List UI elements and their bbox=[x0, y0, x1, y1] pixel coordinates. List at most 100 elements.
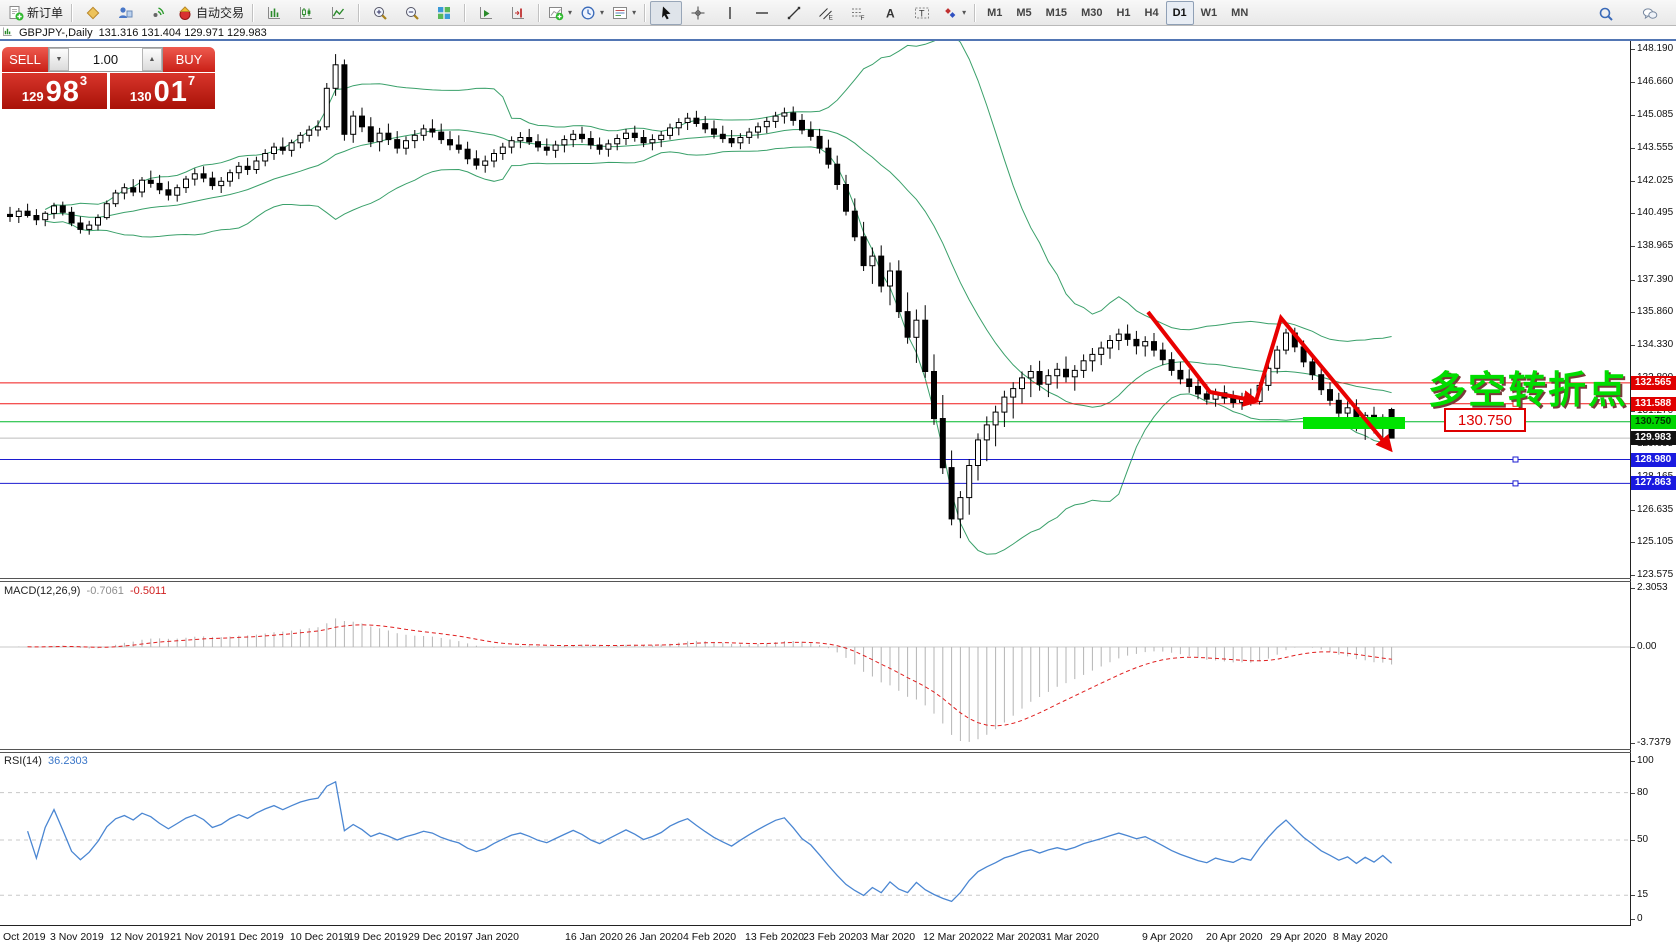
auto-scroll-button[interactable] bbox=[470, 1, 502, 25]
cursor-icon bbox=[662, 6, 671, 19]
chart-shift-icon bbox=[512, 6, 525, 19]
date-tick-label: 12 Nov 2019 bbox=[110, 931, 170, 943]
chevron-down-icon: ▾ bbox=[962, 8, 967, 17]
bollinger-bands bbox=[44, 41, 1392, 555]
tick-mark bbox=[1631, 895, 1635, 896]
tick-mark bbox=[1631, 647, 1635, 648]
red-zigzag-arrow-1[interactable] bbox=[1146, 310, 1261, 407]
price-axis[interactable]: 148.190 146.660 145.085 143.555 142.025 140.4… bbox=[1631, 41, 1676, 925]
date-axis[interactable]: Oct 2019 3 Nov 2019 12 Nov 2019 21 Nov 2019… bbox=[0, 925, 1631, 947]
line-chart-button[interactable] bbox=[322, 1, 354, 25]
red-zigzag-arrow-2[interactable] bbox=[1254, 313, 1393, 453]
timeframe-m5-button[interactable]: M5 bbox=[1016, 6, 1032, 19]
vertical-line-button[interactable] bbox=[714, 1, 746, 25]
date-tick-label: 10 Dec 2019 bbox=[290, 931, 350, 943]
profile-button[interactable] bbox=[77, 1, 109, 25]
macd-panel bbox=[0, 618, 1630, 742]
level-price-badge: 127.863 bbox=[1631, 476, 1676, 490]
new-order-button[interactable]: 新订单 bbox=[4, 1, 67, 25]
bar-chart-button[interactable] bbox=[258, 1, 290, 25]
main-toolbar: 新订单 自动交易 ▾ ▾ ▾ E F A T ▾ M1 M5 M15 M30 H1 H4 D1 W1 MN bbox=[0, 0, 1676, 26]
crosshair-button[interactable] bbox=[682, 1, 714, 25]
svg-text:T: T bbox=[919, 8, 925, 18]
auto-trading-button[interactable]: 自动交易 bbox=[173, 1, 248, 25]
price-tick-label: 123.575 bbox=[1637, 569, 1674, 580]
tick-mark bbox=[1631, 793, 1635, 794]
crosshair-icon bbox=[691, 6, 705, 19]
arrows-button[interactable]: ▾ bbox=[938, 1, 970, 25]
zoom-out-button[interactable] bbox=[396, 1, 428, 25]
price-tick-label: 100 bbox=[1637, 755, 1654, 766]
timeframe-m30-button[interactable]: M30 bbox=[1081, 6, 1103, 19]
chart-title-bar: GBPJPY-,Daily 131.316 131.404 129.971 12… bbox=[0, 27, 1676, 41]
zoom-in-button[interactable] bbox=[364, 1, 396, 25]
timeframe-m1-button[interactable]: M1 bbox=[987, 6, 1003, 19]
text-label-button[interactable]: T bbox=[906, 1, 938, 25]
bar-chart-icon bbox=[268, 6, 281, 19]
tick-mark bbox=[1631, 115, 1635, 116]
candlestick-chart-icon bbox=[300, 6, 313, 19]
chart-window-icon bbox=[2, 24, 13, 42]
chart-shift-button[interactable] bbox=[502, 1, 534, 25]
tick-mark bbox=[1631, 148, 1635, 149]
timeframe-h1-button[interactable]: H1 bbox=[1116, 6, 1131, 19]
search-button[interactable] bbox=[1590, 2, 1622, 26]
timeframe-w1-button[interactable]: W1 bbox=[1200, 6, 1218, 19]
sell-button[interactable]: SELL bbox=[2, 47, 48, 72]
price-callout-label[interactable]: 130.750 bbox=[1444, 408, 1526, 432]
horizontal-line-button[interactable] bbox=[746, 1, 778, 25]
channel-button[interactable]: E bbox=[810, 1, 842, 25]
trendline-button[interactable] bbox=[778, 1, 810, 25]
svg-text:E: E bbox=[829, 14, 834, 21]
candlesticks bbox=[7, 54, 1395, 539]
chevron-down-icon: ▾ bbox=[632, 8, 637, 17]
cursor-button[interactable] bbox=[650, 0, 683, 25]
rsi-indicator-label: RSI(14) 36.2303 bbox=[4, 755, 88, 767]
data-window-button[interactable] bbox=[109, 1, 141, 25]
templates-icon bbox=[613, 6, 628, 19]
fibonacci-button[interactable]: F bbox=[842, 1, 874, 25]
volume-stepper: ▼ 1.00 ▲ bbox=[48, 47, 163, 72]
buy-button[interactable]: BUY bbox=[163, 47, 215, 72]
tile-windows-button[interactable] bbox=[428, 1, 460, 25]
text-button[interactable]: A bbox=[874, 1, 906, 25]
signals-button[interactable] bbox=[141, 1, 173, 25]
new-order-icon bbox=[9, 5, 24, 20]
periods-icon bbox=[581, 6, 595, 19]
zoom-in-icon bbox=[374, 6, 387, 20]
timeframe-h4-button[interactable]: H4 bbox=[1144, 6, 1159, 19]
rsi-panel bbox=[0, 780, 1630, 903]
date-tick-label: 21 Nov 2019 bbox=[170, 931, 230, 943]
ask-price[interactable]: 130 01 7 bbox=[110, 73, 215, 109]
indicators-button[interactable]: ▾ bbox=[544, 1, 576, 25]
volume-decrease-button[interactable]: ▼ bbox=[49, 48, 69, 71]
tick-mark bbox=[1631, 919, 1635, 920]
candlestick-chart-button[interactable] bbox=[290, 1, 322, 25]
horizontal-level-lines[interactable] bbox=[0, 382, 1630, 487]
chevron-down-icon: ▾ bbox=[568, 8, 573, 17]
volume-value[interactable]: 1.00 bbox=[92, 52, 119, 67]
signals-icon bbox=[153, 6, 165, 17]
chat-icon bbox=[1642, 8, 1658, 20]
text-label-icon: T bbox=[915, 7, 930, 18]
date-tick-label: 4 Feb 2020 bbox=[683, 931, 737, 943]
tick-mark bbox=[1631, 345, 1635, 346]
volume-increase-button[interactable]: ▲ bbox=[142, 48, 162, 71]
price-tick-label: 148.190 bbox=[1637, 43, 1674, 54]
price-chart-canvas[interactable] bbox=[0, 41, 1631, 947]
price-tick-label: 0.00 bbox=[1637, 641, 1657, 652]
toolbar-separator bbox=[464, 3, 467, 22]
turning-point-annotation[interactable]: 多空转折点 bbox=[1428, 370, 1629, 412]
templates-button[interactable]: ▾ bbox=[608, 1, 640, 25]
periods-button[interactable]: ▾ bbox=[576, 1, 608, 25]
bid-price[interactable]: 129 98 3 bbox=[2, 73, 107, 109]
timeframe-d1-button[interactable]: D1 bbox=[1165, 0, 1194, 25]
chat-button[interactable] bbox=[1634, 2, 1666, 26]
green-highlight-bar[interactable] bbox=[1303, 417, 1405, 429]
tick-mark bbox=[1631, 49, 1635, 50]
timeframe-m15-button[interactable]: M15 bbox=[1045, 6, 1068, 19]
timeframe-mn-button[interactable]: MN bbox=[1231, 6, 1249, 19]
one-click-trading-panel: SELL ▼ 1.00 ▲ BUY 129 98 3 130 01 7 bbox=[2, 47, 215, 109]
chart-area: 148.190 146.660 145.085 143.555 142.025 140.4… bbox=[0, 41, 1676, 947]
date-tick-label: 31 Mar 2020 bbox=[1040, 931, 1099, 943]
